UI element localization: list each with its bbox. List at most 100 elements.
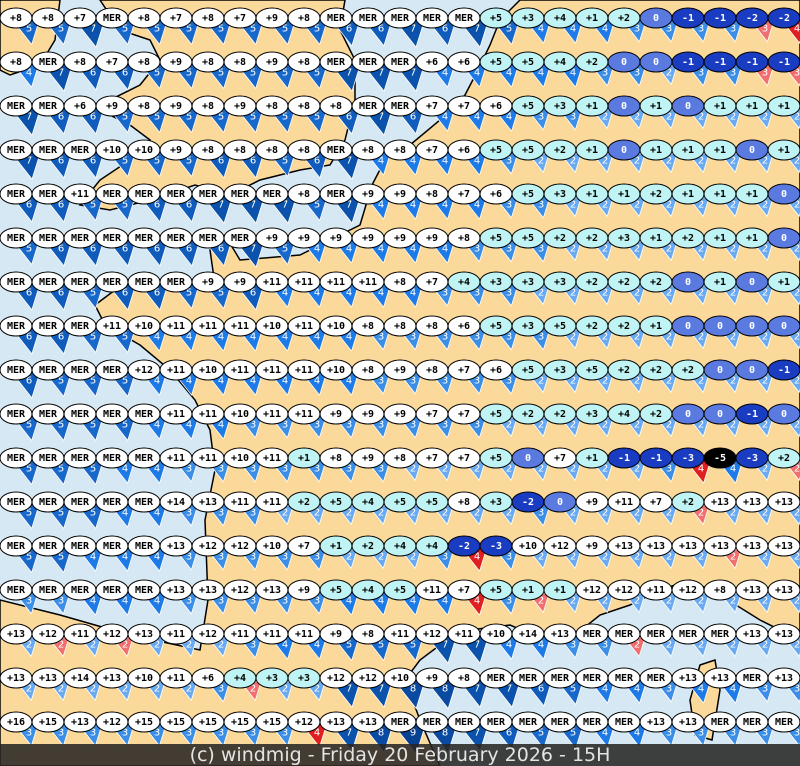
- wind-force-label: 2: [474, 464, 480, 475]
- wind-force-label: 4: [346, 332, 352, 343]
- wind-force-label: 5: [282, 68, 288, 79]
- temperature-label: +12: [359, 673, 377, 684]
- wind-force-label: 2: [634, 420, 640, 431]
- wind-force-label: 6: [26, 200, 32, 211]
- wind-force-label: 4: [346, 288, 352, 299]
- temperature-label: MER: [103, 13, 122, 24]
- temperature-label: +11: [167, 321, 185, 332]
- wind-force-label: 4: [442, 156, 448, 167]
- wind-force-label: 3: [186, 552, 192, 563]
- wind-force-label: 5: [218, 288, 224, 299]
- temperature-marker: [767, 227, 800, 249]
- station: 3 +9: [351, 403, 391, 439]
- station: 2 +3: [575, 403, 614, 438]
- temperature-label: 0: [749, 145, 755, 156]
- wind-force-label: 4: [506, 68, 512, 79]
- wind-force-label: 4: [410, 244, 416, 255]
- temperature-label: +8: [362, 365, 374, 376]
- temperature-label: +13: [39, 673, 57, 684]
- station: 5 +8: [255, 95, 297, 134]
- wind-force-label: 7: [250, 200, 256, 211]
- temperature-label: MER: [231, 189, 250, 200]
- temperature-label: +13: [167, 541, 185, 552]
- wind-force-label: 5: [154, 24, 160, 35]
- temperature-label: +11: [231, 629, 249, 640]
- temperature-label: +13: [711, 497, 729, 508]
- station: 3 +4: [415, 535, 455, 571]
- temperature-label: +9: [298, 585, 310, 596]
- station: 2 +2: [671, 359, 710, 394]
- wind-force-label: 2: [666, 332, 672, 343]
- wind-force-label: 4: [90, 552, 96, 563]
- temperature-label: +12: [295, 717, 313, 728]
- temperature-label: +13: [551, 629, 569, 640]
- temperature-label: MER: [423, 717, 442, 728]
- temperature-label: +8: [298, 189, 310, 200]
- station: 4+10: [319, 315, 360, 352]
- wind-force-label: 2: [794, 420, 800, 431]
- temperature-label: +3: [586, 409, 598, 420]
- temperature-label: +2: [586, 277, 598, 288]
- wind-force-label: 5: [282, 24, 288, 35]
- wind-force-label: 6: [250, 288, 256, 299]
- wind-force-label: 2: [602, 288, 608, 299]
- temperature-label: +5: [394, 585, 406, 596]
- wind-force-label: 2: [602, 508, 608, 519]
- station: 3 +5: [511, 227, 551, 263]
- temperature-label: +5: [522, 365, 534, 376]
- station: 5 +8: [287, 51, 329, 90]
- wind-force-label: 3: [410, 376, 416, 387]
- temperature-label: MER: [743, 673, 762, 684]
- temperature-label: +2: [586, 57, 598, 68]
- temperature-label: +2: [522, 409, 534, 420]
- temperature-label: MER: [71, 321, 90, 332]
- temperature-label: +13: [327, 717, 345, 728]
- temperature-label: +3: [522, 13, 534, 24]
- temperature-label: +4: [362, 497, 374, 508]
- wind-force-label: 7: [378, 68, 384, 79]
- wind-force-label: 3: [506, 200, 512, 211]
- wind-force-label: 2: [570, 288, 576, 299]
- wind-force-label: 6: [90, 112, 96, 123]
- temperature-label: MER: [103, 497, 122, 508]
- temperature-label: +11: [231, 321, 249, 332]
- temperature-label: MER: [391, 13, 410, 24]
- temperature-label: +8: [330, 101, 342, 112]
- station: 2 +3: [479, 491, 518, 526]
- temperature-label: +1: [650, 233, 662, 244]
- wind-force-label: 3: [314, 552, 320, 563]
- temperature-label: +13: [775, 497, 793, 508]
- temperature-label: MER: [167, 277, 186, 288]
- temperature-label: -2: [522, 497, 534, 508]
- wind-force-label: 3: [442, 288, 448, 299]
- wind-force-label: 5: [122, 200, 128, 211]
- station: 4 +9: [415, 227, 456, 264]
- station: 2 +4: [383, 535, 422, 570]
- wind-force-label: 3: [506, 244, 512, 255]
- station: 2 +5: [543, 315, 582, 350]
- station: 2 +2: [575, 227, 614, 262]
- wind-force-label: 7: [378, 112, 384, 123]
- wind-force-label: 2: [570, 464, 576, 475]
- wind-force-label: 7: [346, 156, 352, 167]
- wind-force-label: 2: [666, 68, 672, 79]
- wind-force-label: 4: [250, 332, 256, 343]
- temperature-label: +9: [266, 13, 278, 24]
- temperature-label: MER: [71, 453, 90, 464]
- temperature-label: +16: [7, 717, 25, 728]
- temperature-marker: [767, 359, 800, 381]
- temperature-label: 0: [653, 13, 659, 24]
- wind-force-label: 5: [58, 24, 64, 35]
- temperature-label: MER: [455, 717, 474, 728]
- wind-force-label: 4: [474, 68, 480, 79]
- temperature-label: +1: [682, 145, 694, 156]
- wind-force-label: 2: [698, 200, 704, 211]
- temperature-label: MER: [679, 629, 698, 640]
